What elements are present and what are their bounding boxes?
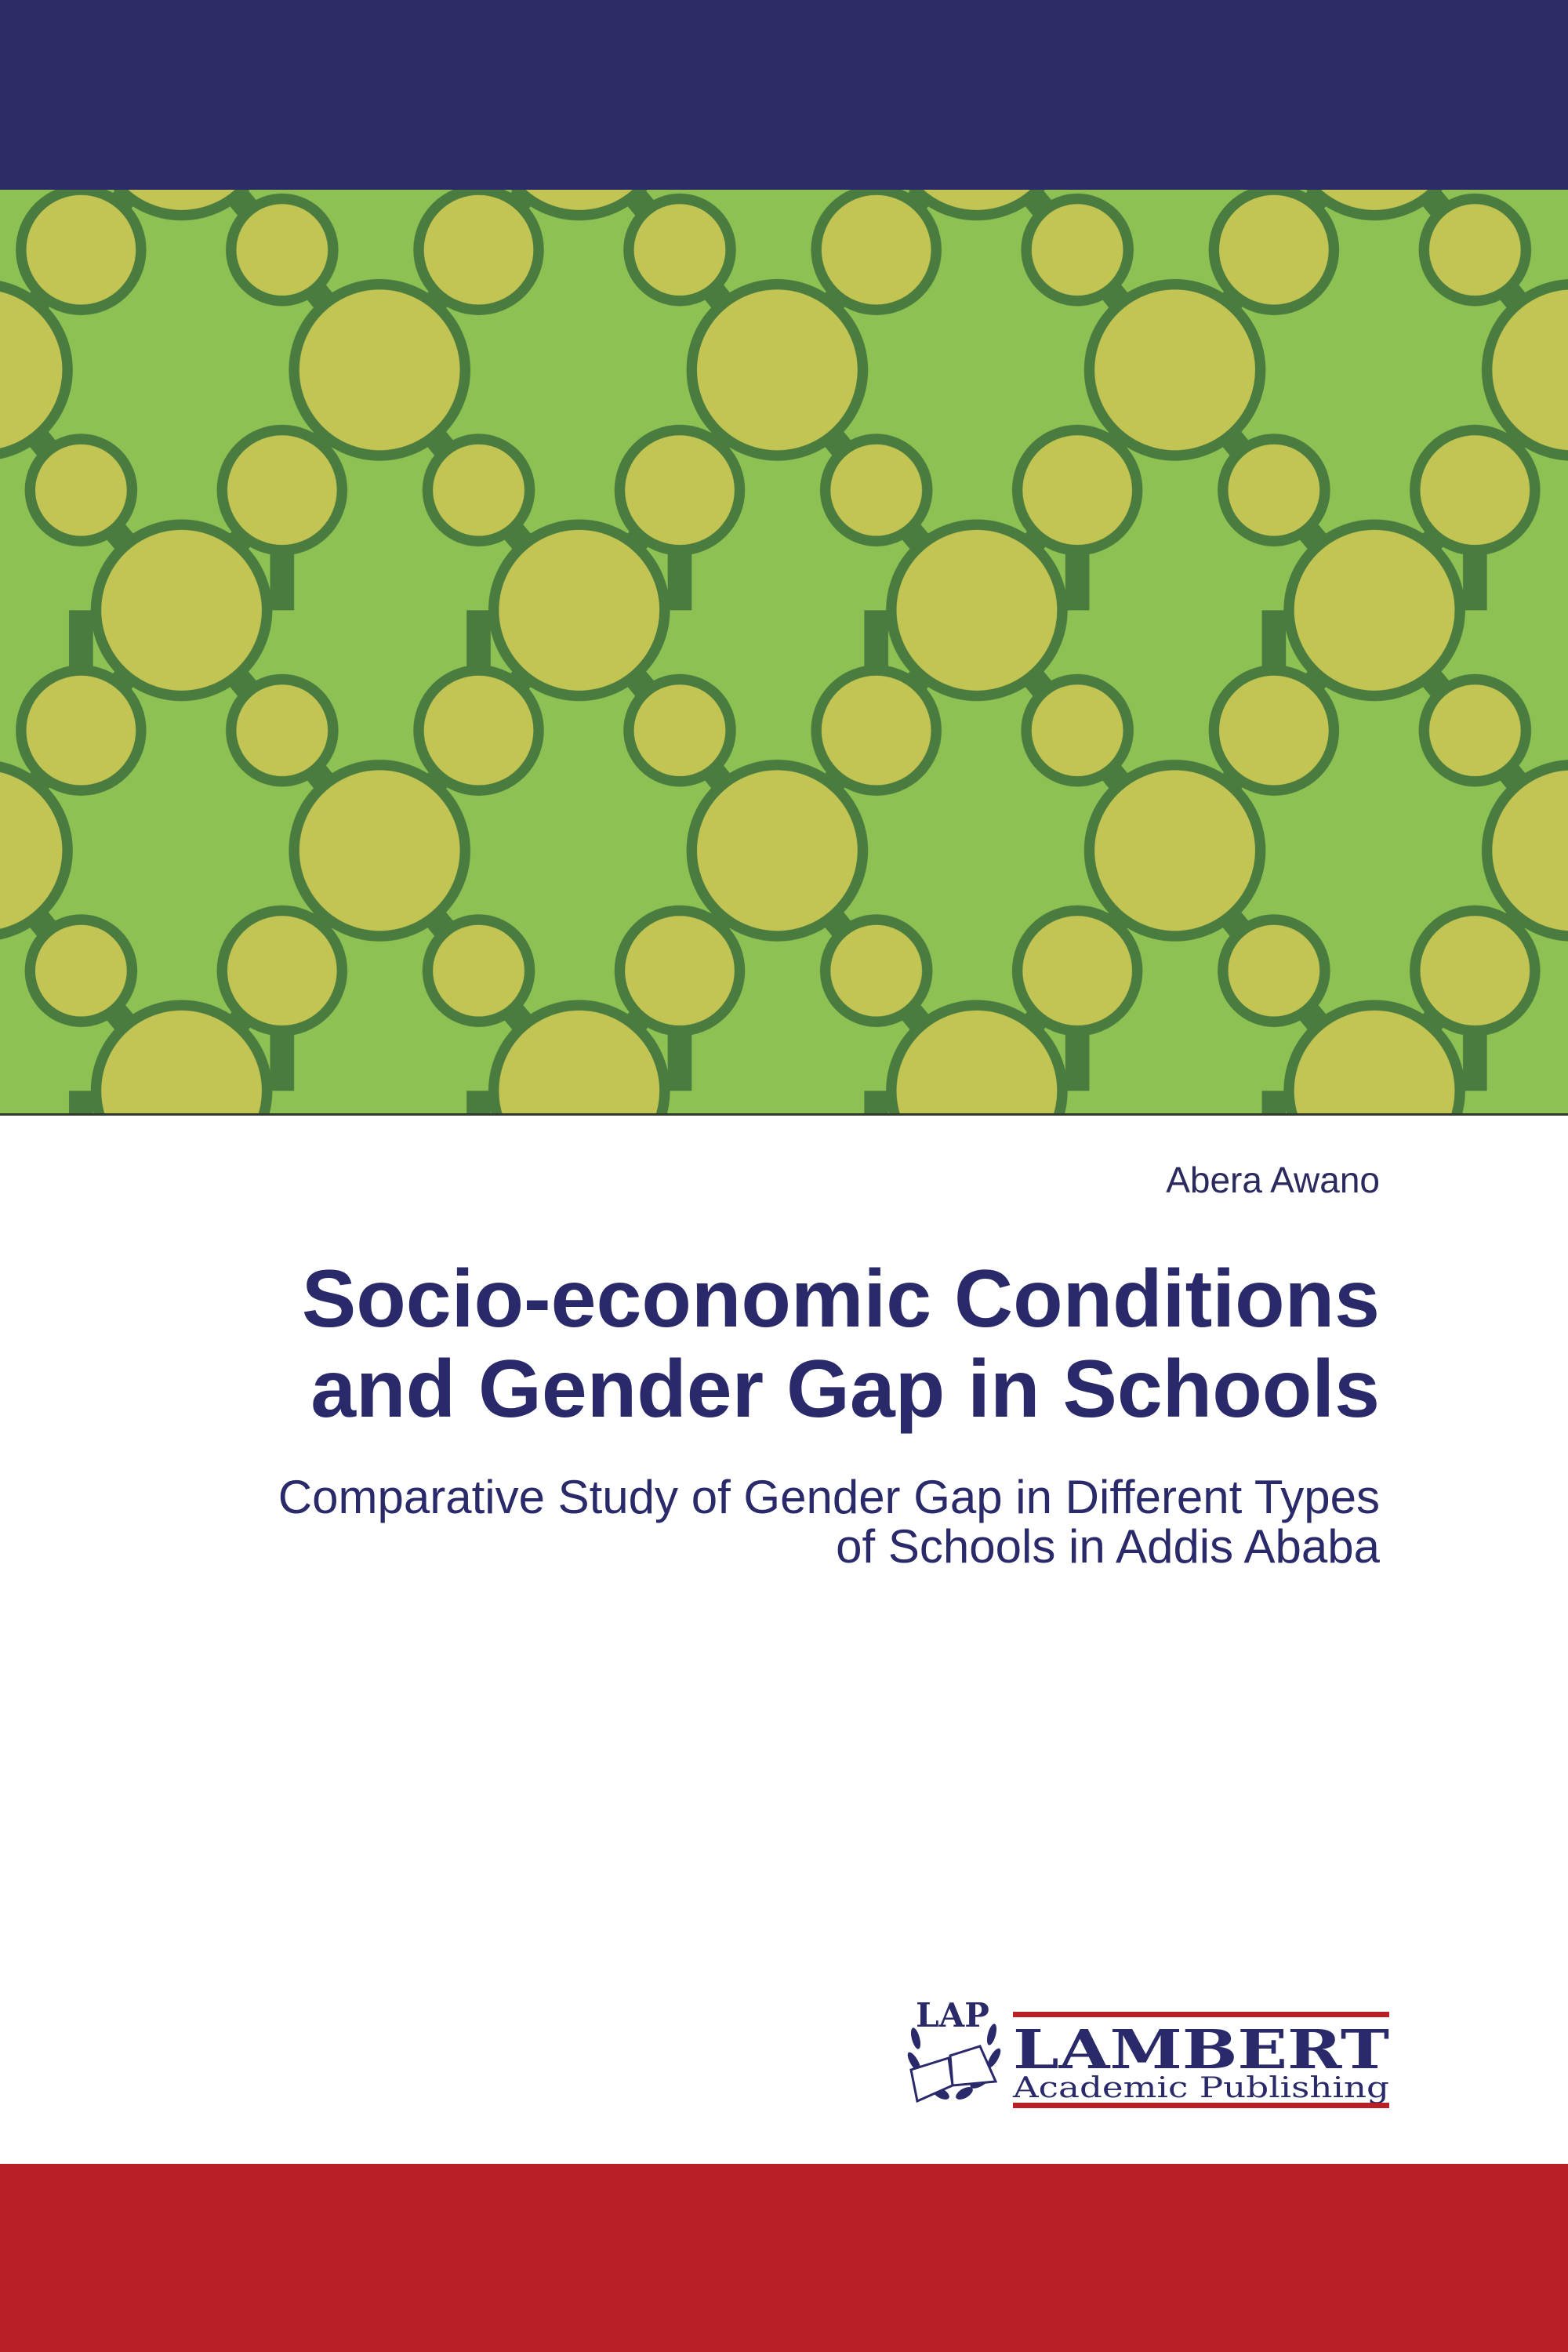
book-title: Socio-economic Conditions and Gender Gap… <box>0 1254 1380 1435</box>
laurel-book-emblem-icon: LAP <box>907 1996 1001 2103</box>
cover-pattern <box>0 190 1568 1115</box>
pattern-bottom-rule <box>0 1113 1568 1116</box>
publisher-tagline: Academic Publishing <box>1012 2072 1389 2104</box>
book-subtitle: Comparative Study of Gender Gap in Diffe… <box>0 1472 1380 1571</box>
publisher-name: LAMBERT <box>1013 2019 1389 2082</box>
subtitle-line-1: Comparative Study of Gender Gap in Diffe… <box>278 1471 1380 1523</box>
publisher-logo: LAP LAMBERT Academic Publishing <box>907 1996 1389 2108</box>
top-color-band <box>0 0 1568 190</box>
author-name: Abera Awano <box>1166 1160 1380 1200</box>
title-line-2: and Gender Gap in Schools <box>310 1344 1380 1435</box>
subtitle-line-2: of Schools in Addis Ababa <box>836 1520 1380 1573</box>
title-line-1: Socio-economic Conditions <box>301 1254 1380 1345</box>
emblem-text: LAP <box>916 1996 989 2034</box>
bottom-color-band <box>0 2164 1568 2352</box>
